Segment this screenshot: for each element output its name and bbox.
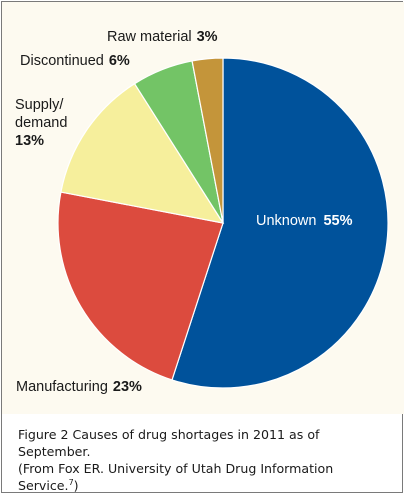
supply-label-line2: demand [15,115,67,131]
pie-chart: Raw material 3% Discontinued 6% Supply/ de… [15,29,389,395]
raw-material-pct: 3% [197,29,218,45]
supply-pct: 13% [15,133,44,149]
caption-line-3-end: ) [73,478,79,493]
caption-reference: 7 [68,477,74,487]
manufacturing-pct: 23% [113,379,142,395]
manufacturing-label: Manufacturing 23% [16,379,142,395]
pie-slices [57,57,389,389]
manufacturing-name: Manufacturing [16,379,108,395]
pie-slice-raw-material [191,57,224,224]
discontinued-label: Discontinued 6% [20,53,130,69]
pie-slice-manufacturing [57,191,224,381]
unknown-pct: 55% [323,213,352,229]
discontinued-name: Discontinued [20,53,104,69]
caption-line-1: Figure 2 Causes of drug shortages in 201… [18,427,320,459]
supply-label-line1: Supply/ [15,97,64,113]
unknown-label: Unknown 55% [256,213,353,229]
caption-line-3-text: Service. [18,478,69,493]
chart-area: Raw material 3% Discontinued 6% Supply/ de… [2,2,404,414]
raw-material-label: Raw material 3% [107,29,218,45]
unknown-name: Unknown [256,213,316,229]
figure-caption: Figure 2 Causes of drug shortages in 201… [2,414,402,494]
pie-slice-supply-demand [60,82,225,224]
raw-material-name: Raw material [107,29,192,45]
caption-line-2: (From Fox ER. University of Utah Drug In… [18,461,334,476]
discontinued-pct: 6% [109,53,130,69]
pie-slice-unknown [171,57,389,389]
caption-line-3: Service.7) [18,477,386,494]
